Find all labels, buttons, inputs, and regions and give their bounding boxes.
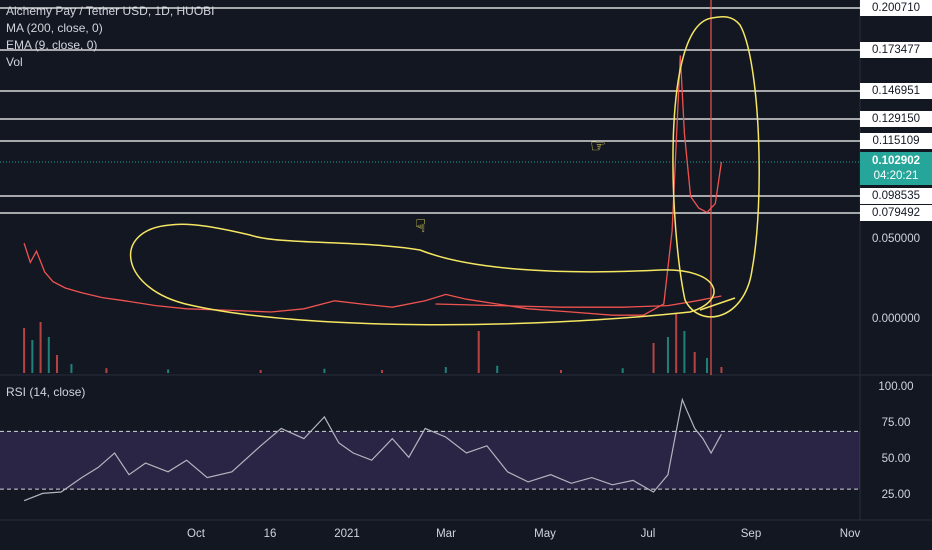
price-level-tag: 0.173477 xyxy=(860,42,932,58)
price-axis-label: 0.000000 xyxy=(872,313,920,325)
rsi-axis-label: 25.00 xyxy=(881,489,911,502)
annotation-ellipse-right xyxy=(672,15,760,318)
rsi-series-line xyxy=(23,397,722,502)
volume-bar-16 xyxy=(652,343,655,373)
hand-pointer-icon: ☟ xyxy=(415,216,426,236)
volume-bar-8 xyxy=(259,370,262,373)
volume-bar-18 xyxy=(675,313,678,373)
time-axis-label: Nov xyxy=(839,528,861,540)
vol-legend: Vol xyxy=(6,55,23,69)
current-price-value: 0.102902 xyxy=(872,155,920,167)
volume-bar-2 xyxy=(39,322,42,373)
rsi-axis-label: 75.00 xyxy=(881,417,911,430)
price-level-tag: 0.200710 xyxy=(860,0,932,16)
volume-bar-21 xyxy=(706,358,709,373)
volume-bar-12 xyxy=(477,331,480,373)
ma-legend: MA (200, close, 0) xyxy=(6,21,103,35)
price-level-tag: 0.098535 xyxy=(860,188,932,204)
rsi-band xyxy=(0,431,860,490)
volume-bar-4 xyxy=(56,355,59,373)
volume-bar-14 xyxy=(559,370,562,373)
price-level-tag: 0.079492 xyxy=(860,205,932,221)
rsi-axis-label: 50.00 xyxy=(881,453,911,466)
volume-bar-3 xyxy=(47,337,50,373)
volume-bar-17 xyxy=(666,337,669,373)
volume-bar-13 xyxy=(496,365,499,373)
time-axis-label: Mar xyxy=(436,528,456,540)
price-level-tag: 0.146951 xyxy=(860,83,932,99)
time-axis-label: Oct xyxy=(187,528,205,540)
price-axis-label: 0.050000 xyxy=(872,233,920,245)
volume-bar-10 xyxy=(381,370,384,373)
time-axis-label: May xyxy=(534,528,556,540)
time-axis-label: 16 xyxy=(263,528,277,540)
ema-legend: EMA (9, close, 0) xyxy=(6,38,98,52)
volume-bar-15 xyxy=(621,368,624,373)
volume-bar-11 xyxy=(444,367,447,373)
chart-legend: Alchemy Pay / Tether USD, 1D, HUOBI MA (… xyxy=(6,3,215,71)
volume-bar-0 xyxy=(23,328,26,373)
time-axis-label: Sep xyxy=(740,528,762,540)
time-axis-label: Jul xyxy=(640,528,656,540)
time-axis-label: 2021 xyxy=(334,528,360,540)
bar-countdown: 04:20:21 xyxy=(873,170,919,182)
volume-bar-6 xyxy=(105,368,108,373)
ma-series-line xyxy=(435,295,722,308)
volume-bar-9 xyxy=(323,368,326,373)
volume-bar-20 xyxy=(693,352,696,373)
rsi-axis-label: 100.00 xyxy=(878,381,914,393)
volume-bar-19 xyxy=(683,331,686,373)
price-series-line xyxy=(23,55,723,316)
annotation-stroke xyxy=(699,297,736,311)
volume-bar-22 xyxy=(720,367,723,373)
current-price-tag: 0.102902 04:20:21 xyxy=(860,152,932,185)
symbol-title: Alchemy Pay / Tether USD, 1D, HUOBI xyxy=(6,4,215,18)
volume-bar-1 xyxy=(31,340,34,373)
price-level-tag: 0.129150 xyxy=(860,111,932,127)
annotation-ellipse-left xyxy=(129,223,715,326)
volume-bar-7 xyxy=(167,369,170,373)
volume-bar-5 xyxy=(70,364,73,373)
hand-pointer-icon: ☞ xyxy=(590,136,606,156)
price-level-tag: 0.115109 xyxy=(860,133,932,149)
rsi-legend: RSI (14, close) xyxy=(6,385,86,399)
